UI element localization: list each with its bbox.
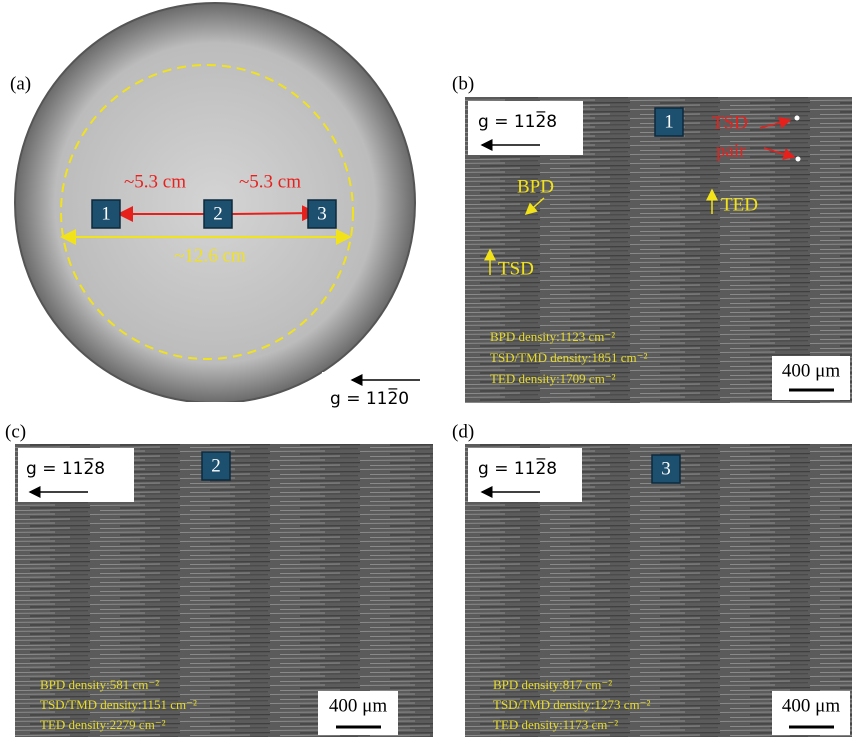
density: TSD/TMD density:1851 cm⁻² [490, 350, 647, 365]
g-vector: g = 112̅8 [26, 457, 105, 479]
g-vector: g = 112̅8 [478, 457, 557, 479]
panel-label: (d) [452, 421, 474, 442]
page: (a) ~12.6 cm ~5.3 cm ~5.3 cm 1 2 3 g = 1… [0, 0, 862, 744]
scale-bar-label: 400 μm [329, 695, 387, 716]
defect [795, 116, 800, 121]
position-label: 1 [664, 111, 674, 132]
position-label: 3 [317, 203, 327, 224]
density: TED density:1709 cm⁻² [490, 371, 616, 386]
position-label: 2 [213, 203, 223, 224]
distance-arrow [232, 213, 316, 214]
position-label: 1 [101, 203, 111, 224]
position-label: 3 [661, 458, 671, 479]
density: BPD density:1123 cm⁻² [490, 329, 615, 344]
annotation: TED [721, 194, 758, 215]
distance-label: ~5.3 cm [239, 171, 301, 192]
panel-label: (b) [452, 73, 474, 94]
figure: (a) ~12.6 cm ~5.3 cm ~5.3 cm 1 2 3 g = 1… [0, 0, 862, 744]
scale-bar-label: 400 μm [782, 360, 840, 381]
defect [796, 157, 801, 162]
annotation: BPD [517, 176, 554, 197]
panel-label: (a) [10, 73, 31, 94]
annotation: TSD [712, 112, 748, 133]
annotation: TSD [498, 258, 534, 279]
panel-label: (c) [5, 421, 26, 442]
g-vector: g = 112̅8 [478, 110, 557, 132]
density: BPD density:817 cm⁻² [493, 677, 612, 692]
distance-label: ~5.3 cm [124, 171, 186, 192]
g-vector: g = 112̅0 [330, 387, 409, 409]
annotation: pair [716, 140, 746, 161]
density: TSD/TMD density:1151 cm⁻² [40, 697, 197, 712]
density: TED density:1173 cm⁻² [493, 717, 618, 732]
scale-bar-label: 400 μm [782, 695, 840, 716]
diameter-label: ~12.6 cm [174, 245, 246, 266]
density: BPD density:581 cm⁻² [40, 677, 159, 692]
position-label: 2 [211, 455, 221, 476]
density: TED density:2279 cm⁻² [40, 717, 166, 732]
density: TSD/TMD density:1273 cm⁻² [493, 697, 650, 712]
